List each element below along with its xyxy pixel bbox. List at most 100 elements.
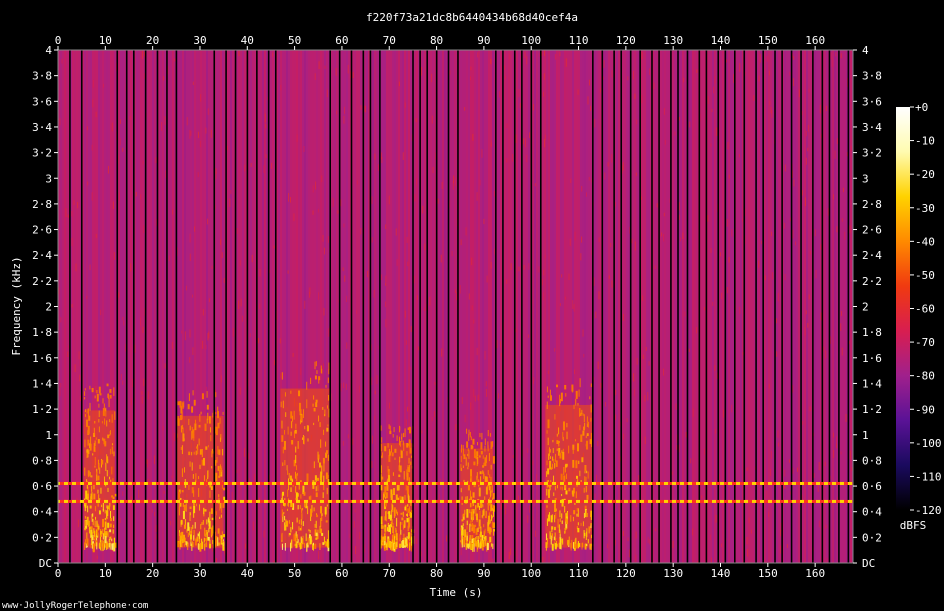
noise-column xyxy=(100,50,102,563)
burst-mark xyxy=(491,485,493,493)
burst-mark xyxy=(97,475,100,481)
burst-mark xyxy=(400,529,402,535)
noise-column xyxy=(260,50,262,563)
burst-mark xyxy=(191,527,193,534)
noise-speck xyxy=(594,118,596,128)
noise-speck xyxy=(784,222,786,229)
noise-speck xyxy=(604,172,606,180)
burst-mark xyxy=(295,492,298,501)
noise-column xyxy=(772,50,774,563)
burst-mark xyxy=(106,454,108,463)
burst-mark xyxy=(408,457,410,464)
burst-mark xyxy=(187,532,189,538)
noise-column xyxy=(840,50,842,563)
y-tick-label: 0·8 xyxy=(862,454,882,467)
burst-mark xyxy=(318,462,321,468)
burst-mark xyxy=(328,541,330,548)
noise-column xyxy=(756,50,758,563)
burst-mark xyxy=(328,369,330,375)
burst-mark xyxy=(290,411,293,419)
burst-mark xyxy=(565,473,567,480)
noise-speck xyxy=(642,295,644,301)
burst-mark xyxy=(321,533,324,536)
noise-speck xyxy=(825,524,827,529)
burst-mark xyxy=(107,543,109,550)
burst-mark xyxy=(559,510,561,518)
noise-column xyxy=(818,50,820,563)
dropout-line xyxy=(781,50,783,563)
burst-mark xyxy=(182,510,185,520)
noise-speck xyxy=(422,205,424,214)
noise-column xyxy=(622,50,624,563)
burst-mark xyxy=(406,543,408,547)
noise-column xyxy=(468,50,470,563)
burst-mark xyxy=(404,428,406,438)
burst-mark xyxy=(554,463,556,469)
burst-mark xyxy=(460,540,462,543)
colorbar-ticks: +0-10-20-30-40-50-60-70-80-90-100-110-12… xyxy=(910,101,942,517)
noise-column xyxy=(106,50,108,563)
burst-mark xyxy=(545,533,547,541)
burst-mark xyxy=(302,437,304,440)
burst-mark xyxy=(562,431,564,439)
burst-mark xyxy=(384,533,386,536)
noise-column xyxy=(82,50,84,563)
burst-mark xyxy=(476,543,478,552)
burst-mark xyxy=(322,542,325,545)
noise-speck xyxy=(835,436,837,445)
burst-mark xyxy=(477,499,480,508)
burst-mark xyxy=(546,401,548,410)
noise-speck xyxy=(559,51,561,57)
noise-column xyxy=(802,50,804,563)
noise-column xyxy=(138,50,140,563)
burst-mark xyxy=(95,437,97,440)
noise-speck xyxy=(505,500,507,510)
noise-column xyxy=(648,50,650,563)
burst-mark xyxy=(315,402,318,408)
noise-column xyxy=(760,50,762,563)
burst-mark xyxy=(492,441,494,447)
noise-speck xyxy=(846,152,848,157)
noise-speck xyxy=(189,329,191,338)
burst-mark xyxy=(471,524,474,532)
burst-mark xyxy=(576,513,578,517)
burst-mark xyxy=(109,431,111,434)
burst-mark xyxy=(202,520,204,525)
burst-mark xyxy=(105,540,107,548)
burst-mark xyxy=(577,443,580,452)
burst-mark xyxy=(204,538,207,541)
noise-speck xyxy=(603,60,605,68)
noise-speck xyxy=(142,326,144,333)
burst-mark xyxy=(385,516,387,522)
noise-speck xyxy=(441,348,443,357)
burst-mark xyxy=(485,476,488,482)
noise-column xyxy=(94,50,96,563)
noise-column xyxy=(366,50,368,563)
burst-mark xyxy=(398,474,401,478)
burst-mark xyxy=(405,538,408,547)
burst-mark xyxy=(577,403,579,406)
burst-mark xyxy=(318,378,320,384)
burst-mark xyxy=(473,509,475,514)
noise-speck xyxy=(477,394,479,401)
burst-mark xyxy=(387,511,389,515)
burst-mark xyxy=(388,424,390,429)
x-tick-label: 50 xyxy=(288,34,301,47)
dropout-line xyxy=(144,50,147,563)
noise-speck xyxy=(716,127,718,136)
noise-column xyxy=(330,50,332,563)
noise-column xyxy=(606,50,608,563)
burst-mark xyxy=(100,487,102,494)
burst-mark xyxy=(199,464,201,470)
noise-column xyxy=(222,50,224,563)
burst-mark xyxy=(392,523,394,533)
burst-mark xyxy=(472,543,474,552)
burst-mark xyxy=(281,372,283,380)
noise-speck xyxy=(71,210,73,217)
burst-mark xyxy=(96,390,98,394)
noise-speck xyxy=(206,218,208,225)
noise-speck xyxy=(826,557,828,563)
noise-column xyxy=(386,50,388,563)
burst-mark xyxy=(547,437,549,446)
burst-mark xyxy=(91,518,93,522)
